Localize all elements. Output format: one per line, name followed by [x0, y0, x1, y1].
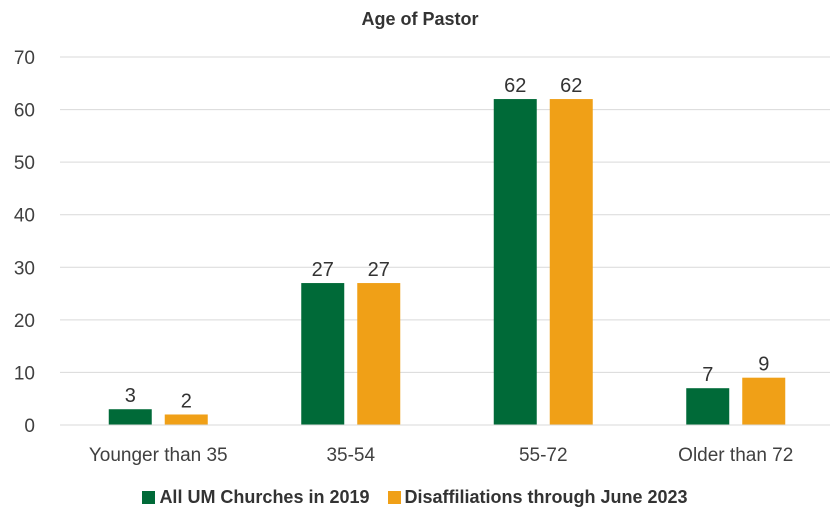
y-axis: 0 10 20 30 40 50 60 70 [14, 48, 35, 437]
bar-series-2 [164, 414, 208, 425]
bar-series-2 [742, 377, 786, 425]
x-category-label: 35-54 [326, 445, 375, 466]
x-category-label: Younger than 35 [89, 445, 228, 466]
chart-title: Age of Pastor [361, 9, 478, 29]
legend-swatch-series-1 [142, 490, 156, 504]
legend-label-series-1: All UM Churches in 2019 [159, 486, 370, 507]
data-label: 62 [504, 75, 526, 97]
x-category-label: 55-72 [519, 445, 568, 466]
bar-series-2 [549, 99, 593, 426]
data-label: 3 [125, 385, 136, 407]
bar-series-2 [357, 283, 401, 425]
y-tick-label: 40 [14, 206, 35, 227]
legend-label-series-2: Disaffiliations through June 2023 [404, 486, 688, 507]
bar-series-1 [493, 99, 537, 426]
gridlines [60, 56, 830, 373]
data-label: 9 [758, 354, 769, 376]
data-labels: 3 2 27 27 62 62 7 9 [125, 75, 770, 412]
legend-item-series-1: All UM Churches in 2019 [142, 486, 370, 508]
y-tick-label: 20 [14, 311, 35, 332]
data-label: 27 [312, 259, 334, 281]
y-tick-label: 0 [24, 416, 35, 437]
y-tick-label: 70 [14, 48, 35, 69]
data-label: 2 [181, 390, 192, 412]
data-label: 27 [368, 259, 390, 281]
y-tick-label: 30 [14, 258, 35, 279]
legend-swatch-series-2 [387, 490, 401, 504]
bar-series-1 [301, 283, 345, 425]
bars [108, 99, 786, 426]
legend: All UM Churches in 2019 Disaffiliations … [0, 484, 830, 510]
data-label: 7 [702, 364, 713, 386]
bar-chart: Age of Pastor 0 10 20 30 40 50 60 70 3 2 27 27 62 62… [14, 9, 830, 466]
x-axis: Younger than 35 35-54 55-72 Older than 72 [60, 424, 830, 466]
bar-series-1 [686, 388, 730, 425]
y-tick-label: 60 [14, 101, 35, 122]
data-label: 62 [560, 75, 582, 97]
x-category-label: Older than 72 [678, 445, 793, 466]
bar-series-1 [108, 409, 152, 425]
y-tick-label: 50 [14, 153, 35, 174]
legend-item-series-2: Disaffiliations through June 2023 [387, 486, 688, 508]
y-tick-label: 10 [14, 363, 35, 384]
